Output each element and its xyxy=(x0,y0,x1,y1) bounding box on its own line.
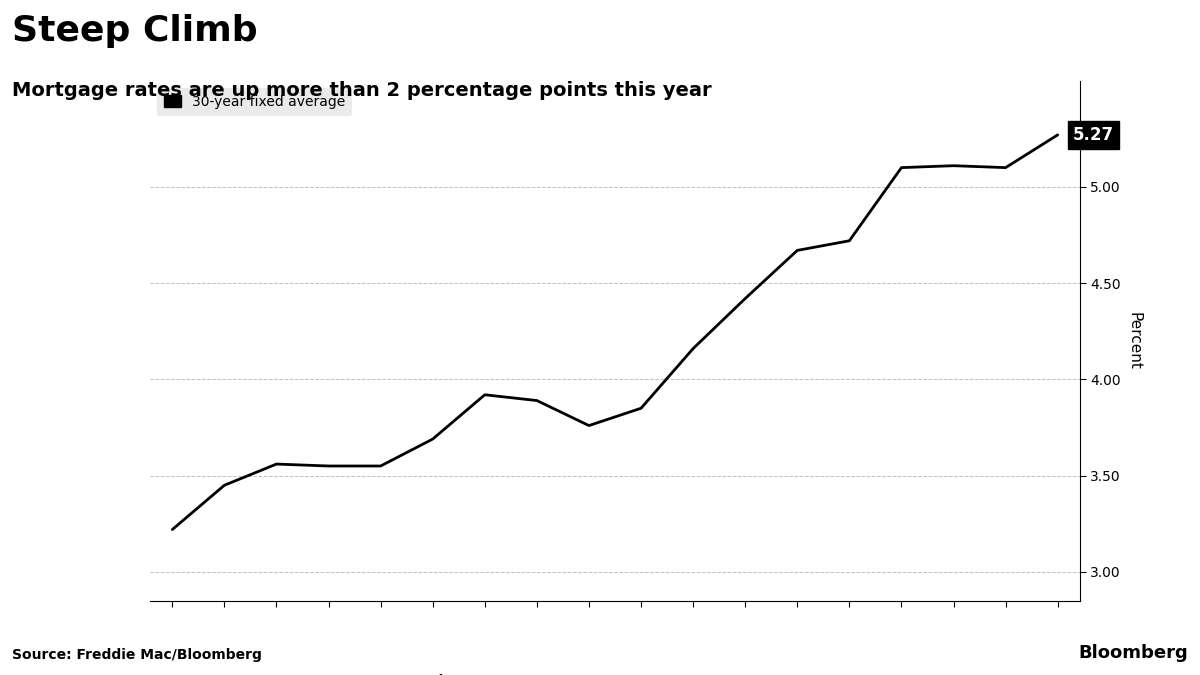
Text: Jan 2022: Jan 2022 xyxy=(215,674,278,675)
Text: Feb 2022: Feb 2022 xyxy=(421,674,490,675)
Text: Bloomberg: Bloomberg xyxy=(1079,643,1188,662)
Legend: 30-year fixed average: 30-year fixed average xyxy=(157,88,352,116)
Text: Steep Climb: Steep Climb xyxy=(12,14,258,47)
Text: Apr 2022: Apr 2022 xyxy=(890,674,958,675)
Y-axis label: Percent: Percent xyxy=(1127,312,1142,370)
Text: Source: Freddie Mac/Bloomberg: Source: Freddie Mac/Bloomberg xyxy=(12,647,262,662)
Text: Mar 2022: Mar 2022 xyxy=(658,674,728,675)
Text: Mortgage rates are up more than 2 percentage points this year: Mortgage rates are up more than 2 percen… xyxy=(12,81,712,100)
Text: 5.27: 5.27 xyxy=(1073,126,1114,144)
